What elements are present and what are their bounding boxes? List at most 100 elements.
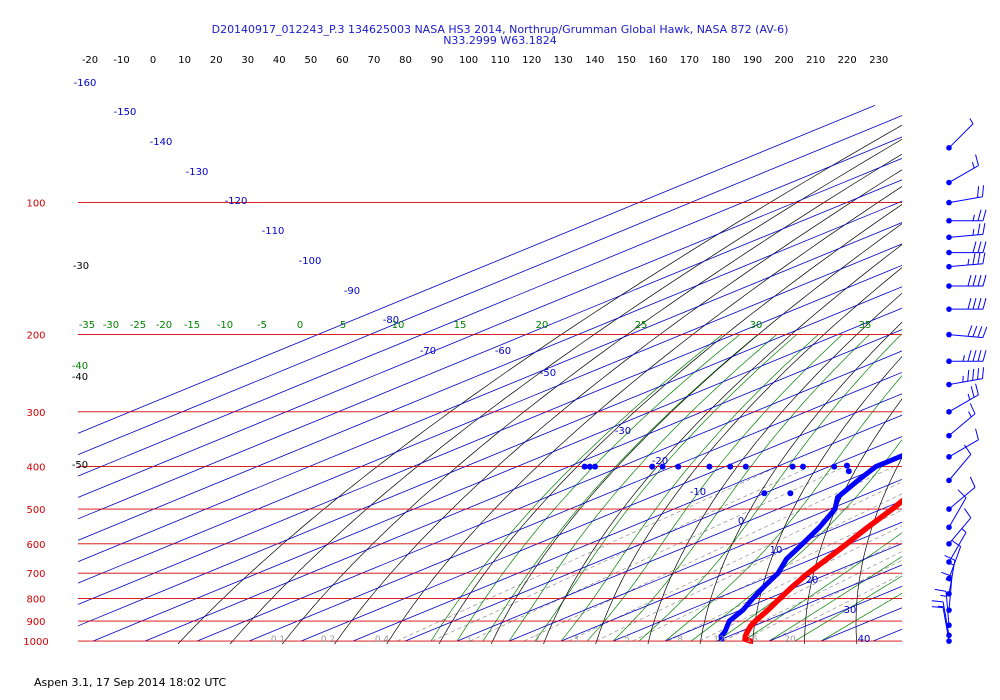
wind-barb	[946, 298, 987, 312]
mixing-ratio-label: 12	[713, 635, 724, 645]
pressure-tick-label: 800	[26, 595, 45, 606]
wind-barb-flag	[981, 185, 985, 197]
wind-barb	[931, 606, 952, 644]
moist-adiabat-line	[430, 334, 723, 642]
wind-barb-staff	[948, 165, 979, 183]
temperature-tick-label: 90	[431, 55, 444, 66]
isotherm-label: -110	[262, 226, 285, 237]
wind-barb-half	[972, 214, 975, 221]
isotherm-label: -140	[150, 137, 173, 148]
temperature-tick-label: 220	[838, 55, 857, 66]
dewpoint-point	[592, 463, 599, 470]
mixing-ratio-label: 20	[784, 635, 796, 645]
wind-barb-staff	[945, 591, 950, 626]
pressure-tick-label: 400	[26, 463, 45, 474]
dry-adiabat-line	[804, 398, 902, 644]
mixing-ratio-label: 16	[746, 635, 758, 645]
dewpoint-point	[831, 463, 838, 470]
pressure-tick-label: 700	[26, 569, 45, 580]
moist-adiabat-line	[716, 498, 902, 642]
temperature-tick-label: 170	[680, 55, 699, 66]
pressure-tick-label: 600	[26, 540, 45, 551]
mixing-ratio-label: 3	[573, 635, 579, 645]
moist-adiabat-line	[638, 334, 902, 642]
pressure-tick-label: 900	[26, 617, 45, 628]
isotherm-line	[78, 264, 902, 605]
wind-barb	[946, 185, 985, 206]
temperature-tick-label: 150	[617, 55, 636, 66]
isotherm-line	[508, 478, 902, 642]
pressure-tick-label: 1000	[23, 637, 48, 648]
isotherm-label: -120	[225, 196, 248, 207]
temperature-tick-label: 0	[150, 55, 156, 66]
chart-title: D20140917_012243_P.3 134625003 NASA HS3 …	[211, 23, 789, 36]
dry-adiabat-label: -30	[73, 261, 89, 272]
wind-barb-flag	[951, 539, 961, 547]
wind-barb-flag	[963, 508, 972, 519]
moist-adiabat-label: 35	[859, 320, 872, 331]
wind-barb-flag	[982, 209, 987, 221]
wind-barb-flag	[982, 223, 986, 235]
mixing-ratio-label: 1	[466, 635, 472, 645]
wind-barb-flag	[969, 476, 976, 488]
moist-adiabat-line	[820, 592, 902, 642]
temperature-tick-label: 190	[743, 55, 762, 66]
moist-adiabat-label: 0	[297, 320, 303, 331]
dewpoint-point	[789, 463, 796, 470]
wind-barb	[946, 428, 979, 460]
wind-barb-flag	[982, 350, 987, 362]
temperature-tick-label: 200	[775, 55, 794, 66]
isotherm-line	[768, 585, 902, 642]
dewpoint-point	[581, 463, 588, 470]
mixing-ratio-line	[431, 466, 811, 642]
isotherm-line	[456, 457, 902, 642]
isotherm-line	[404, 436, 902, 642]
mixing-ratio-label: 2	[534, 635, 540, 645]
temperature-tick-label: 50	[304, 55, 317, 66]
isotherm-label: -130	[186, 167, 209, 178]
dry-adiabat-line	[334, 169, 902, 644]
wind-barb-flag	[982, 274, 987, 287]
wind-barb-flag	[982, 252, 986, 264]
wind-barb-flag	[969, 403, 976, 415]
isotherm-line	[78, 179, 902, 520]
mixing-ratio-label: 0.1	[271, 635, 285, 645]
temperature-tick-label: 160	[648, 55, 667, 66]
isotherm-label: 0	[738, 516, 744, 527]
isotherm-label: -100	[299, 256, 322, 267]
pressure-tick-label: 300	[26, 408, 45, 419]
wind-barb	[946, 367, 985, 388]
isotherm-label: -150	[114, 107, 137, 118]
isotherm-label: -30	[615, 426, 631, 437]
wind-barb-half	[967, 258, 970, 266]
moist-adiabat-label: 5	[340, 320, 346, 331]
dewpoint-trace	[581, 453, 902, 642]
dry-adiabat-line	[954, 105, 1000, 650]
dewpoint-point	[742, 463, 749, 470]
isotherm-line	[78, 286, 902, 627]
wind-barb-flag	[931, 606, 944, 609]
wind-barb-flag	[967, 325, 973, 337]
wind-barb-staff	[948, 576, 953, 611]
wind-barb-staff	[948, 233, 983, 238]
wind-barb-flag	[977, 223, 981, 235]
wind-barb-staff	[948, 486, 976, 510]
wind-barb-half	[961, 527, 967, 533]
wind-barb-flag	[982, 298, 987, 310]
isotherm-line	[560, 500, 902, 642]
isotherm-label: 20	[806, 575, 819, 586]
wind-barb-staff	[942, 601, 950, 636]
moist-adiabat-line	[508, 334, 777, 642]
wind-barb	[946, 154, 979, 186]
moist-adiabat-line	[768, 556, 902, 642]
mixing-ratio-label: 5	[624, 635, 630, 645]
temperature-tick-label: 30	[241, 55, 254, 66]
wind-barb	[946, 383, 979, 415]
isobars	[78, 202, 902, 642]
isotherm-label: -20	[652, 456, 668, 467]
isotherm-label: 30	[844, 605, 857, 616]
moist-adiabat-label: 10	[392, 320, 405, 331]
wind-barb	[946, 252, 986, 270]
wind-barb	[946, 508, 972, 547]
wind-barb	[946, 489, 967, 531]
